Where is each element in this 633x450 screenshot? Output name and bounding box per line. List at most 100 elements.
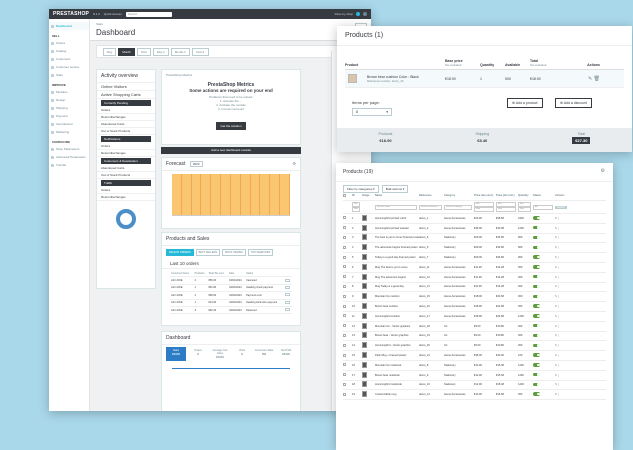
per-page-select[interactable]: 8 ▾: [352, 108, 392, 116]
more-icon[interactable]: ⋮: [557, 363, 560, 367]
product-price-excl[interactable]: €29.00: [474, 256, 482, 260]
more-icon[interactable]: ⋮: [557, 236, 560, 240]
row-checkbox[interactable]: [343, 353, 346, 357]
product-name[interactable]: Mountain fox - Vector graphics: [375, 324, 411, 328]
user-avatar[interactable]: [363, 12, 367, 16]
edit-icon[interactable]: ✎: [555, 256, 558, 260]
product-quantity[interactable]: 300: [518, 344, 523, 348]
product-name[interactable]: The adventure begins Framed poster: [375, 246, 418, 250]
more-icon[interactable]: ⋮: [557, 295, 560, 299]
more-icon[interactable]: ⋮: [557, 314, 560, 318]
edit-icon[interactable]: ✎: [588, 75, 593, 82]
more-icon[interactable]: ⋮: [557, 373, 560, 377]
status-toggle[interactable]: [533, 382, 540, 387]
date-filter-button[interactable]: Day: [103, 47, 117, 56]
id-max-input[interactable]: Max: [352, 207, 360, 212]
settings-icon[interactable]: ⚙: [600, 168, 605, 174]
edit-icon[interactable]: ✎: [555, 246, 558, 250]
product-name[interactable]: Hummingbird printed t-shirt: [375, 216, 407, 220]
price-max-input[interactable]: Max: [474, 207, 494, 212]
product-name[interactable]: Mug The best is yet to come: [375, 265, 408, 269]
row-checkbox[interactable]: [343, 245, 346, 249]
row-checkbox[interactable]: [343, 392, 346, 396]
product-price-excl[interactable]: €29.00: [474, 236, 482, 240]
status-toggle[interactable]: [533, 304, 540, 308]
product-price-excl[interactable]: €18.90: [474, 305, 482, 309]
row-checkbox[interactable]: [343, 324, 346, 328]
activity-row[interactable]: Orders: [97, 107, 155, 114]
sidebar-item[interactable]: Payment: [49, 112, 89, 120]
product-name[interactable]: Brown bear cushion: [375, 305, 398, 309]
view-order-button[interactable]: [284, 278, 290, 282]
qty-min-input[interactable]: Min: [518, 202, 531, 207]
row-checkbox[interactable]: [343, 294, 346, 298]
status-toggle[interactable]: [533, 294, 540, 299]
product-quantity[interactable]: 900: [518, 236, 523, 240]
status-toggle[interactable]: [533, 333, 540, 338]
status-toggle[interactable]: [533, 235, 540, 240]
row-checkbox[interactable]: [343, 255, 346, 259]
more-icon[interactable]: ⋮: [557, 305, 560, 309]
sidebar-item[interactable]: International: [49, 120, 89, 128]
product-quantity[interactable]: 900: [518, 246, 523, 250]
product-price-excl[interactable]: €12.90: [474, 373, 482, 377]
product-quantity[interactable]: 2400: [518, 216, 524, 220]
product-name[interactable]: Hummingbird - Vector graphics: [375, 344, 411, 348]
row-checkbox[interactable]: [343, 363, 346, 367]
product-name[interactable]: Mountain fox notebook: [375, 363, 402, 367]
products-sales-tab[interactable]: RECENT ORDERS: [166, 249, 194, 256]
edit-icon[interactable]: ✎: [555, 226, 558, 230]
product-price-excl[interactable]: €9.00: [474, 334, 481, 338]
product-quantity[interactable]: 1200: [518, 373, 524, 377]
more-icon[interactable]: ⋮: [557, 354, 560, 358]
more-icon[interactable]: ⋮: [557, 275, 560, 279]
price-incl-max-input[interactable]: Max: [496, 207, 516, 212]
edit-icon[interactable]: ✎: [555, 275, 558, 279]
product-name[interactable]: Mug Today is a good day: [375, 285, 404, 289]
status-toggle[interactable]: [533, 314, 540, 318]
more-icon[interactable]: ⋮: [557, 226, 560, 230]
more-icon[interactable]: ⋮: [557, 344, 560, 348]
product-price-excl[interactable]: €9.00: [474, 344, 481, 348]
activity-row[interactable]: Orders: [97, 187, 155, 194]
edit-icon[interactable]: ✎: [555, 363, 558, 367]
product-price-excl[interactable]: €9.00: [474, 324, 481, 328]
sidebar-item[interactable]: Customers: [49, 55, 89, 63]
more-icon[interactable]: ⋮: [557, 285, 560, 289]
product-name[interactable]: Brown bear - Vector graphics: [375, 334, 409, 338]
sidebar-item[interactable]: Design: [49, 96, 89, 104]
product-quantity[interactable]: 300: [518, 334, 523, 338]
breadcrumb[interactable]: Stats: [96, 22, 103, 26]
status-toggle[interactable]: [533, 265, 540, 269]
status-toggle[interactable]: [533, 343, 540, 347]
date-filter-button[interactable]: Month: [118, 47, 135, 56]
more-icon[interactable]: ⋮: [557, 256, 560, 260]
view-order-button[interactable]: [284, 285, 290, 289]
edit-icon[interactable]: ✎: [555, 324, 558, 328]
edit-icon[interactable]: ✎: [555, 373, 558, 377]
name-filter-input[interactable]: Search name: [375, 204, 417, 210]
product-name[interactable]: Pack Mug + Framed poster: [375, 354, 407, 358]
activity-row[interactable]: Out of Stock Products: [97, 128, 155, 135]
product-name[interactable]: Customizable mug: [375, 393, 397, 397]
sidebar-item[interactable]: Stats: [49, 71, 89, 79]
edit-icon[interactable]: ✎: [555, 344, 558, 348]
price-incl-min-input[interactable]: Min: [496, 202, 516, 207]
product-quantity[interactable]: 300: [518, 265, 523, 269]
delete-icon[interactable]: 🗑: [593, 75, 600, 82]
select-all-checkbox[interactable]: [343, 193, 352, 198]
edit-icon[interactable]: ✎: [555, 305, 558, 309]
product-price-excl[interactable]: €18.90: [474, 314, 482, 318]
edit-icon[interactable]: ✎: [555, 295, 558, 299]
product-name[interactable]: Hummingbird cushion: [375, 314, 401, 318]
view-order-button[interactable]: [284, 293, 290, 297]
product-name[interactable]: Mug The adventure begins: [375, 275, 406, 279]
product-quantity[interactable]: 300: [518, 393, 523, 397]
search-button[interactable]: Search: [555, 205, 567, 209]
edit-icon[interactable]: ✎: [555, 314, 558, 318]
products-sales-tab[interactable]: BEST SELLERS: [195, 249, 221, 256]
activity-row[interactable]: Return/Exchanges: [97, 114, 155, 121]
status-toggle[interactable]: [533, 353, 540, 357]
product-name[interactable]: The best is yet to come' Framed poster: [375, 236, 419, 240]
product-quantity[interactable]: 1200: [518, 314, 524, 318]
